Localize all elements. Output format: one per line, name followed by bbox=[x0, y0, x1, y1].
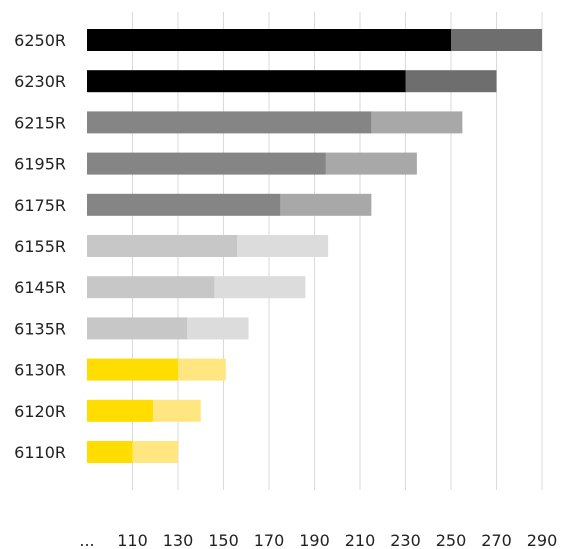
category-label: 6175R bbox=[14, 196, 66, 215]
bar-boost-segment bbox=[132, 441, 178, 463]
x-tick-label: 230 bbox=[390, 531, 421, 549]
bar-boost-segment bbox=[451, 29, 542, 51]
category-label: 6130R bbox=[14, 361, 66, 380]
category-labels: 6250R 6230R 6215R 6195R 6175R 6155R 6145R 6135R… bbox=[14, 31, 66, 462]
bars bbox=[87, 29, 542, 463]
category-label: 6110R bbox=[14, 443, 66, 462]
bar-boost-segment bbox=[237, 235, 329, 257]
bar-boost-segment bbox=[325, 152, 417, 175]
bar-boost-segment bbox=[371, 111, 463, 134]
bar-base-segment bbox=[87, 111, 372, 134]
bar-base-segment bbox=[87, 358, 178, 381]
x-tick-label: 290 bbox=[527, 531, 558, 549]
bar-boost-segment bbox=[178, 358, 226, 381]
x-tick-label: 190 bbox=[299, 531, 330, 549]
x-tick-label: 130 bbox=[163, 531, 194, 549]
bar-boost-segment bbox=[405, 70, 497, 93]
bar-base-segment bbox=[87, 235, 238, 257]
x-tick-label: 270 bbox=[481, 531, 512, 549]
category-label: 6195R bbox=[14, 155, 66, 174]
bar-boost-segment bbox=[214, 276, 306, 299]
category-label: 6145R bbox=[14, 278, 66, 297]
bar-base-segment bbox=[87, 317, 188, 340]
x-tick-label: 110 bbox=[117, 531, 148, 549]
category-label: 6250R bbox=[14, 31, 66, 50]
category-label: 6155R bbox=[14, 237, 66, 256]
bar-base-segment bbox=[87, 276, 215, 299]
x-tick-labels: ... 110 130 150 170 190 210 230 250 270 290 bbox=[79, 531, 557, 549]
category-label: 6120R bbox=[14, 402, 66, 421]
category-label: 6230R bbox=[14, 72, 66, 91]
bar-boost-segment bbox=[187, 317, 249, 340]
category-label: 6135R bbox=[14, 319, 66, 338]
bar-base-segment bbox=[87, 70, 406, 93]
bar-boost-segment bbox=[280, 193, 372, 216]
x-tick-label: 210 bbox=[345, 531, 376, 549]
bar-base-segment bbox=[87, 399, 153, 422]
bar-base-segment bbox=[87, 152, 326, 175]
x-tick-label: 250 bbox=[436, 531, 467, 549]
bar-boost-segment bbox=[152, 399, 201, 422]
x-tick-label: 150 bbox=[208, 531, 239, 549]
bar-base-segment bbox=[87, 441, 133, 463]
bar-base-segment bbox=[87, 193, 281, 216]
x-tick-label: ... bbox=[79, 531, 94, 549]
bar-base-segment bbox=[87, 29, 451, 51]
category-label: 6215R bbox=[14, 113, 66, 132]
x-tick-label: 170 bbox=[254, 531, 285, 549]
